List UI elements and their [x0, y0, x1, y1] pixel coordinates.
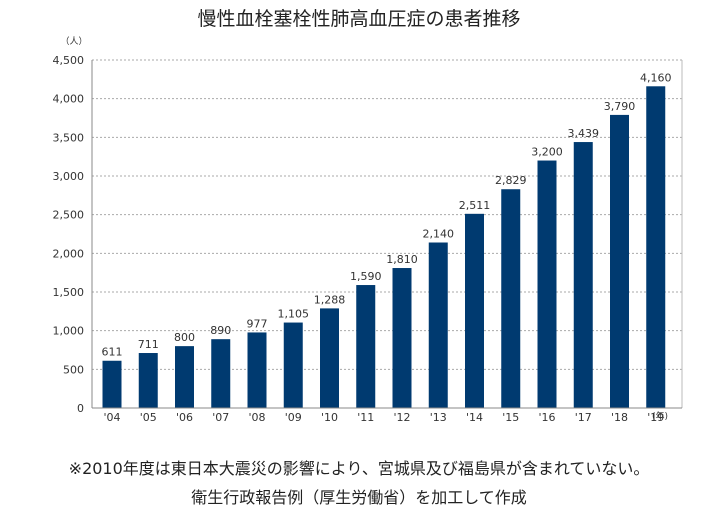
y-tick-label: 2,000 [53, 247, 85, 260]
x-tick-label: '04 [103, 411, 120, 424]
gridlines [92, 59, 682, 370]
bar-chart: （人） 0 500 1,000 1,500 2,000 2,500 3,000 3,500 4,… [53, 36, 683, 424]
x-axis-ticks: '04 '05 '06 '07 '08 '09 '10 '11 '12 '13 '14 '15 '16 '… [103, 411, 664, 424]
y-tick-label: 1,000 [53, 325, 85, 338]
bar [283, 322, 303, 408]
y-tick-label: 1,500 [53, 286, 85, 299]
bar [428, 242, 448, 408]
y-tick-label: 4,500 [53, 54, 85, 67]
x-tick-label: '08 [248, 411, 265, 424]
x-axis-unit-label: (年) [652, 410, 668, 422]
x-tick-label: '18 [611, 411, 628, 424]
bar [175, 346, 194, 408]
bar [392, 268, 412, 408]
bar [537, 160, 557, 408]
data-labels: 611 711 800 890 977 1,105 1,288 1,590 1,810 2,140… [102, 71, 672, 358]
y-tick-label: 4,000 [53, 93, 85, 106]
data-label: 1,590 [350, 270, 382, 283]
y-tick-label: 2,500 [53, 209, 85, 222]
data-label: 2,829 [495, 174, 527, 187]
data-label: 3,439 [568, 127, 600, 140]
x-tick-label: '06 [176, 411, 193, 424]
data-label: 1,288 [314, 293, 346, 306]
bar [247, 332, 267, 408]
data-label: 800 [174, 331, 195, 344]
data-label: 890 [210, 324, 231, 337]
y-tick-label: 0 [77, 402, 84, 415]
x-tick-label: '17 [575, 411, 592, 424]
x-tick-label: '13 [430, 411, 447, 424]
bar [610, 114, 629, 408]
bar [102, 360, 122, 408]
bar [138, 353, 158, 408]
data-label: 2,140 [423, 228, 455, 241]
x-tick-label: '11 [357, 411, 374, 424]
data-label: 3,790 [604, 100, 636, 113]
data-label: 4,160 [640, 71, 672, 84]
x-tick-label: '10 [321, 411, 338, 424]
data-label: 611 [102, 346, 123, 359]
x-tick-label: '14 [466, 411, 483, 424]
data-label: 977 [247, 317, 268, 330]
x-tick-label: '09 [285, 411, 302, 424]
x-tick-label: '19 [647, 411, 664, 424]
x-tick-label: '15 [502, 411, 519, 424]
data-label: 2,511 [459, 199, 491, 212]
bars [102, 86, 666, 408]
data-label: 1,810 [386, 253, 418, 266]
y-axis-ticks: 0 500 1,000 1,500 2,000 2,500 3,000 3,500 4,000 4… [53, 54, 85, 415]
x-tick-label: '16 [538, 411, 555, 424]
bar [646, 86, 666, 408]
x-tick-label: '12 [393, 411, 410, 424]
footnote-source: 衛生行政報告例（厚生労働省）を加工して作成 [191, 488, 527, 507]
x-tick-label: '05 [140, 411, 157, 424]
bar [211, 339, 231, 408]
data-label: 711 [138, 338, 159, 351]
y-axis-unit-label: （人） [60, 36, 87, 47]
x-tick-label: '07 [212, 411, 229, 424]
bar [356, 285, 376, 408]
footnote-note: ※2010年度は東日本大震災の影響により、宮城県及び福島県が含まれていない。 [68, 459, 650, 478]
data-label: 1,105 [278, 308, 310, 321]
y-tick-label: 3,000 [53, 170, 85, 183]
y-tick-label: 500 [63, 363, 84, 376]
y-tick-label: 3,500 [53, 131, 85, 144]
bar [465, 213, 484, 408]
data-label: 3,200 [531, 146, 563, 159]
bar [320, 308, 339, 408]
chart-title: 慢性血栓塞栓性肺高血圧症の患者推移 [197, 8, 521, 30]
bar [501, 189, 521, 408]
bar [573, 142, 593, 408]
